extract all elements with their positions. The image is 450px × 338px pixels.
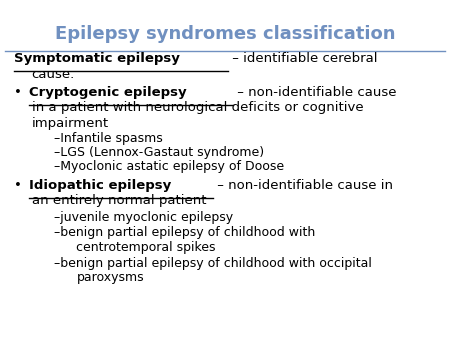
Text: Symptomatic epilepsy: Symptomatic epilepsy — [14, 52, 180, 65]
Text: Cryptogenic epilepsy: Cryptogenic epilepsy — [29, 86, 187, 99]
Text: –juvenile myoclonic epilepsy: –juvenile myoclonic epilepsy — [54, 211, 233, 224]
Text: •: • — [14, 86, 26, 99]
Text: –benign partial epilepsy of childhood with: –benign partial epilepsy of childhood wi… — [54, 226, 315, 239]
Text: –LGS (Lennox-Gastaut syndrome): –LGS (Lennox-Gastaut syndrome) — [54, 146, 264, 159]
Text: –benign partial epilepsy of childhood with occipital: –benign partial epilepsy of childhood wi… — [54, 257, 372, 270]
Text: in a patient with neurological deficits or cognitive: in a patient with neurological deficits … — [32, 101, 363, 114]
Text: paroxysms: paroxysms — [76, 271, 144, 284]
Text: –Myoclonic astatic epilepsy of Doose: –Myoclonic astatic epilepsy of Doose — [54, 160, 284, 173]
Text: an entirely normal patient: an entirely normal patient — [32, 194, 206, 207]
Text: •: • — [14, 179, 26, 192]
Text: cause.: cause. — [32, 68, 75, 80]
Text: impairment: impairment — [32, 117, 108, 129]
Text: – non-identifiable cause in: – non-identifiable cause in — [213, 179, 393, 192]
Text: Epilepsy syndromes classification: Epilepsy syndromes classification — [55, 25, 395, 43]
Text: – non-identifiable cause: – non-identifiable cause — [233, 86, 396, 99]
Text: centrotemporal spikes: centrotemporal spikes — [76, 241, 216, 254]
Text: – identifiable cerebral: – identifiable cerebral — [228, 52, 377, 65]
Text: Idiopathic epilepsy: Idiopathic epilepsy — [29, 179, 171, 192]
Text: –Infantile spasms: –Infantile spasms — [54, 132, 163, 145]
